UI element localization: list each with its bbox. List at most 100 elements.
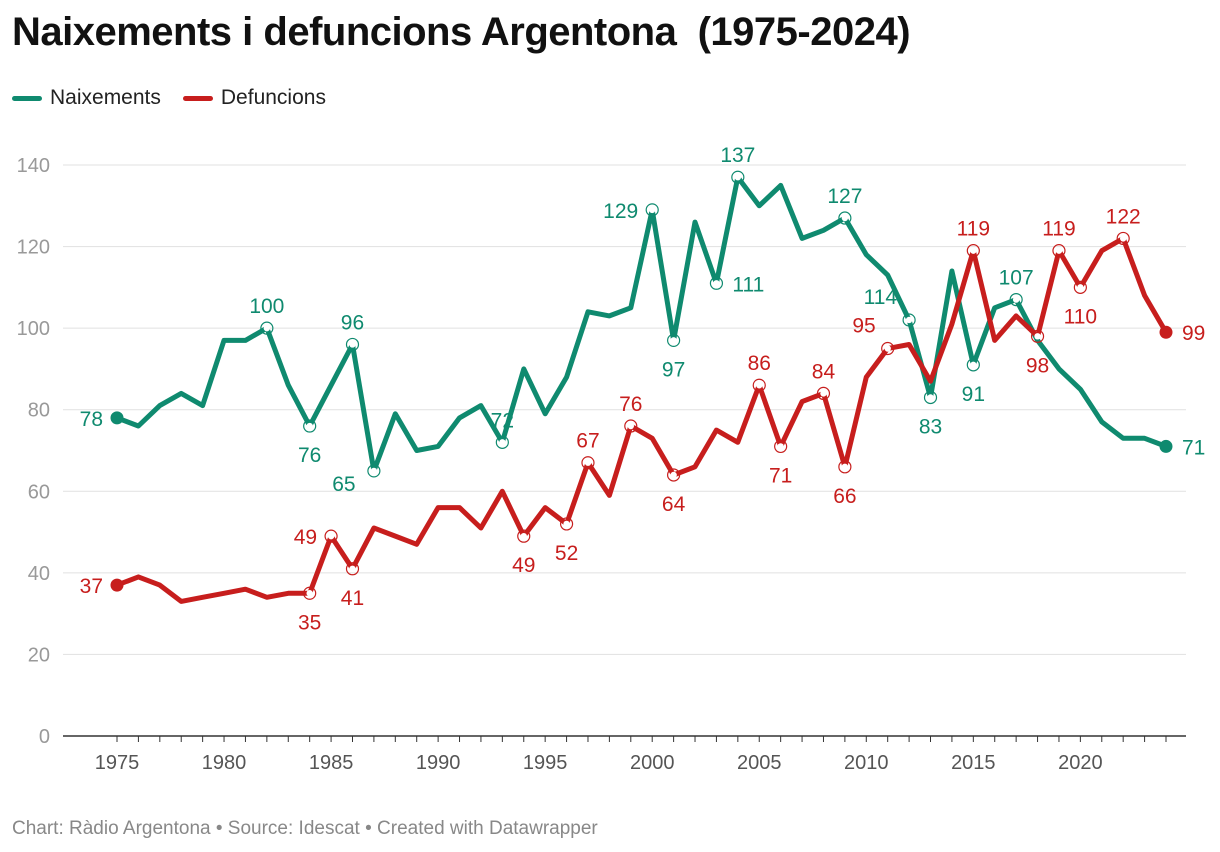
marker-dot-naixements-2015	[970, 361, 977, 369]
x-tick-label-1980: 1980	[202, 752, 247, 774]
x-tick-label-1975: 1975	[95, 752, 140, 774]
marker-ring-defuncions-1999	[624, 419, 638, 433]
data-label-naixements-2003: 111	[732, 273, 764, 296]
data-label-naixements-2017: 107	[999, 267, 1034, 290]
marker-ring-naixements-1987	[367, 464, 381, 478]
marker-dot-naixements-2012	[905, 316, 913, 324]
series-line-defuncions	[114, 235, 1169, 604]
x-tick-label-2015: 2015	[951, 752, 996, 774]
marker-dot-defuncions-2015	[970, 247, 977, 254]
legend-label-defuncions: Defuncions	[220, 86, 326, 109]
data-label-defuncions-2019: 119	[1042, 218, 1075, 241]
data-label-naixements-2012: 114	[864, 286, 898, 309]
y-tick-label-40: 40	[28, 563, 50, 585]
marker-ring-defuncions-1994	[517, 529, 531, 543]
x-tick-label-1995: 1995	[523, 752, 568, 774]
data-label-naixements-2000: 129	[603, 200, 638, 223]
endpoint-naixements-1975	[110, 411, 124, 425]
marker-ring-naixements-1982	[260, 321, 274, 335]
data-label-naixements-1975: 78	[80, 408, 103, 431]
data-label-defuncions-1996: 52	[555, 542, 578, 565]
data-label-defuncions-2020: 110	[1064, 305, 1097, 328]
data-label-layer: 78 100 76 96 65 72 129 97 111 137 127 114 83 91 107 71 3…	[80, 144, 1206, 634]
marker-dot-naixements-1987	[370, 467, 378, 475]
data-label-naixements-2024: 71	[1182, 436, 1205, 459]
data-label-naixements-2015: 91	[962, 383, 985, 406]
marker-dot-defuncions-2008	[820, 390, 827, 397]
data-label-defuncions-2008: 84	[812, 360, 836, 383]
marker-dot-defuncions-1985	[327, 532, 335, 540]
footer-chart-credit: Chart: Ràdio Argentona	[12, 818, 211, 839]
chart-title: Naixements i defuncions Argentona (1975-…	[12, 10, 911, 54]
data-label-defuncions-2015: 119	[957, 218, 990, 241]
marker-dot-defuncions-1994	[520, 532, 527, 540]
legend-swatch-defuncions	[182, 95, 213, 101]
marker-dot-naixements-2013	[927, 394, 934, 401]
data-label-naixements-1987: 65	[332, 473, 355, 496]
data-label-defuncions-2022: 122	[1106, 205, 1141, 228]
data-label-defuncions-2009: 66	[833, 485, 856, 508]
marker-ring-defuncions-1996	[559, 517, 574, 531]
data-label-defuncions-2001: 64	[662, 493, 686, 516]
marker-ring-naixements-2009	[838, 211, 852, 225]
marker-dot-naixements-2003	[713, 280, 720, 287]
y-tick-label-140: 140	[17, 155, 50, 177]
legend-label-naixements: Naixements	[50, 86, 161, 109]
y-tick-label-120: 120	[17, 237, 50, 259]
data-label-naixements-1993: 72	[491, 409, 514, 432]
data-label-defuncions-2024: 99	[1182, 322, 1205, 345]
data-label-defuncions-1999: 76	[619, 393, 642, 416]
data-label-defuncions-1997: 67	[576, 430, 599, 453]
data-label-defuncions-2018: 98	[1026, 354, 1049, 377]
marker-dot-defuncions-1997	[584, 459, 592, 466]
x-tick-label-2000: 2000	[630, 752, 675, 774]
axis-layer: 0 20 40 60 80 100 120 140 1975 1980 1985 1990 1995 20…	[17, 155, 1186, 774]
data-label-naixements-1984: 76	[298, 444, 321, 467]
marker-dot-naixements-1982	[263, 324, 271, 332]
marker-dot-naixements-2000	[649, 206, 656, 214]
data-label-naixements-2009: 127	[827, 185, 862, 208]
marker-dot-naixements-2001	[670, 337, 677, 344]
marker-ring-defuncions-2006	[774, 439, 788, 454]
data-label-naixements-2013: 83	[919, 415, 942, 438]
data-label-defuncions-1984: 35	[298, 611, 321, 634]
marker-dot-defuncions-1984	[306, 590, 313, 597]
footer-separator-1: •	[215, 818, 223, 839]
marker-ring-naixements-2001	[667, 333, 681, 347]
data-label-naixements-1986: 96	[341, 311, 364, 334]
footer-created-with: Created with Datawrapper	[377, 818, 598, 839]
marker-dot-naixements-1986	[349, 341, 356, 348]
series-layer	[114, 174, 1169, 604]
marker-dot-naixements-2017	[1012, 296, 1020, 303]
chart-footer: Chart: Ràdio Argentona • Source: Idescat…	[12, 818, 598, 840]
marker-ring-naixements-2000	[645, 203, 659, 217]
marker-dot-defuncions-2001	[670, 471, 677, 479]
endpoint-defuncions-2024	[1159, 325, 1173, 339]
marker-dot-defuncions-2019	[1055, 247, 1063, 254]
marker-ring-naixements-2015	[966, 358, 980, 372]
marker-ring-defuncions-2005	[752, 378, 766, 392]
x-tick-label-2020: 2020	[1058, 752, 1103, 774]
marker-layer	[110, 170, 1173, 600]
marker-ring-naixements-1993	[495, 435, 509, 449]
marker-dot-naixements-1993	[499, 439, 506, 446]
marker-dot-defuncions-2018	[1034, 333, 1041, 340]
marker-ring-defuncions-1984	[303, 586, 317, 600]
footer-separator-2: •	[365, 818, 372, 839]
marker-dot-defuncions-1996	[563, 520, 570, 528]
marker-ring-naixements-2013	[923, 390, 938, 405]
x-tick-label-1985: 1985	[309, 752, 354, 774]
data-label-naixements-2004: 137	[720, 144, 755, 167]
legend-item-defuncions[interactable]: Defuncions	[182, 86, 326, 110]
marker-ring-defuncions-1986	[345, 562, 360, 576]
marker-ring-defuncions-2020	[1073, 280, 1087, 294]
marker-ring-defuncions-1997	[581, 456, 595, 470]
data-label-defuncions-2011: 95	[852, 315, 875, 338]
legend-item-naixements[interactable]: Naixements	[12, 86, 161, 110]
marker-dot-defuncions-1986	[349, 565, 356, 572]
marker-dot-defuncions-2006	[777, 443, 784, 450]
marker-ring-defuncions-2022	[1116, 231, 1130, 246]
marker-ring-naixements-1984	[303, 419, 317, 433]
endpoint-naixements-2024	[1159, 439, 1173, 453]
